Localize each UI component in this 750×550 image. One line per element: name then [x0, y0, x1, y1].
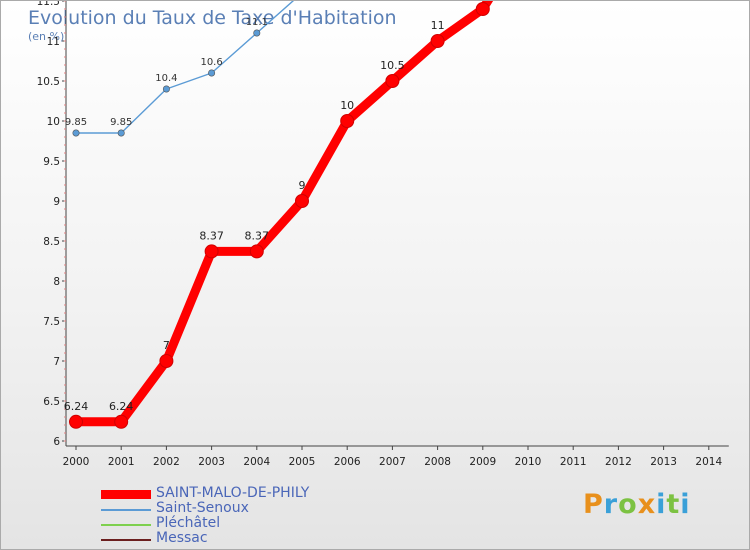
data-point	[72, 129, 80, 137]
data-label: 9	[299, 179, 306, 192]
legend-label: Saint-Senoux	[156, 500, 249, 516]
x-tick-label: 2011	[560, 456, 587, 468]
y-tick-label: 6	[53, 436, 60, 448]
data-label: 9.85	[65, 117, 87, 128]
data-point	[69, 414, 83, 429]
data-label: 11.1	[246, 17, 268, 28]
data-point	[385, 74, 400, 88]
logo-letter: o	[618, 489, 638, 520]
x-tick-label: 2010	[515, 456, 542, 468]
logo-letter: r	[603, 489, 619, 520]
y-tick-label: 7.5	[43, 316, 60, 328]
x-tick-label: 2002	[153, 456, 180, 468]
y-tick-label: 11	[47, 36, 60, 48]
data-label: 8.37	[245, 229, 270, 242]
y-tick-label: 8	[53, 276, 60, 288]
legend-label: Pléchâtel	[156, 515, 221, 531]
y-tick-label: 10.5	[37, 76, 60, 88]
data-label: 10.4	[155, 73, 177, 84]
logo-letter: x	[637, 489, 657, 520]
data-point	[253, 29, 261, 37]
data-point	[340, 114, 355, 128]
legend-swatch	[101, 509, 151, 511]
data-label: 10	[340, 99, 354, 112]
data-label: 8.37	[199, 229, 224, 242]
unit-label: (en %)	[28, 30, 65, 43]
data-label: 7	[163, 339, 170, 352]
x-tick-label: 2014	[695, 456, 722, 468]
data-point	[117, 129, 125, 137]
data-point	[159, 354, 174, 368]
data-point	[204, 244, 219, 259]
x-tick-label: 2012	[605, 456, 632, 468]
proxiti-logo: Proxiti	[583, 489, 691, 520]
y-tick-label: 7	[53, 356, 60, 368]
data-label: 10.6	[200, 57, 222, 68]
y-tick-label: 11.5	[37, 1, 60, 8]
data-label: 11	[431, 19, 445, 32]
x-tick-label: 2007	[379, 456, 406, 468]
y-tick-label: 9.5	[43, 156, 60, 168]
y-tick-label: 9	[53, 196, 60, 208]
x-tick-label: 2013	[650, 456, 677, 468]
data-label: 6.24	[64, 400, 89, 413]
y-tick-label: 6.5	[43, 396, 60, 408]
logo-letter: t	[666, 489, 681, 520]
logo-letter: P	[583, 489, 604, 520]
x-tick-label: 2003	[198, 456, 225, 468]
x-tick-label: 2005	[289, 456, 316, 468]
x-tick-label: 2008	[424, 456, 451, 468]
y-tick-label: 10	[47, 116, 60, 128]
legend-swatch	[101, 524, 151, 526]
y-tick-label: 8.5	[43, 236, 60, 248]
data-point	[162, 85, 170, 93]
series-line	[75, 1, 295, 134]
legend-label: SAINT-MALO-DE-PHILY	[156, 485, 310, 501]
legend-label: Messac	[156, 530, 208, 546]
x-tick-label: 2004	[243, 456, 270, 468]
data-point	[249, 244, 264, 259]
data-point	[208, 69, 216, 77]
data-point	[475, 2, 490, 16]
logo-letter: i	[656, 489, 667, 520]
chart-title: Evolution du Taux de Taxe d'Habitation	[28, 7, 397, 29]
x-tick-label: 2009	[469, 456, 496, 468]
x-tick-label: 2001	[108, 456, 135, 468]
logo-letter: i	[680, 489, 691, 520]
data-label: 10.5	[380, 59, 405, 72]
legend-swatch	[101, 539, 151, 541]
data-label: 6.24	[109, 400, 134, 413]
data-point	[430, 34, 445, 48]
data-point	[295, 194, 309, 208]
data-point	[114, 414, 129, 429]
legend-swatch	[101, 490, 151, 499]
x-tick-label: 2000	[63, 456, 90, 468]
data-label: 9.85	[110, 117, 132, 128]
x-tick-label: 2006	[334, 456, 361, 468]
